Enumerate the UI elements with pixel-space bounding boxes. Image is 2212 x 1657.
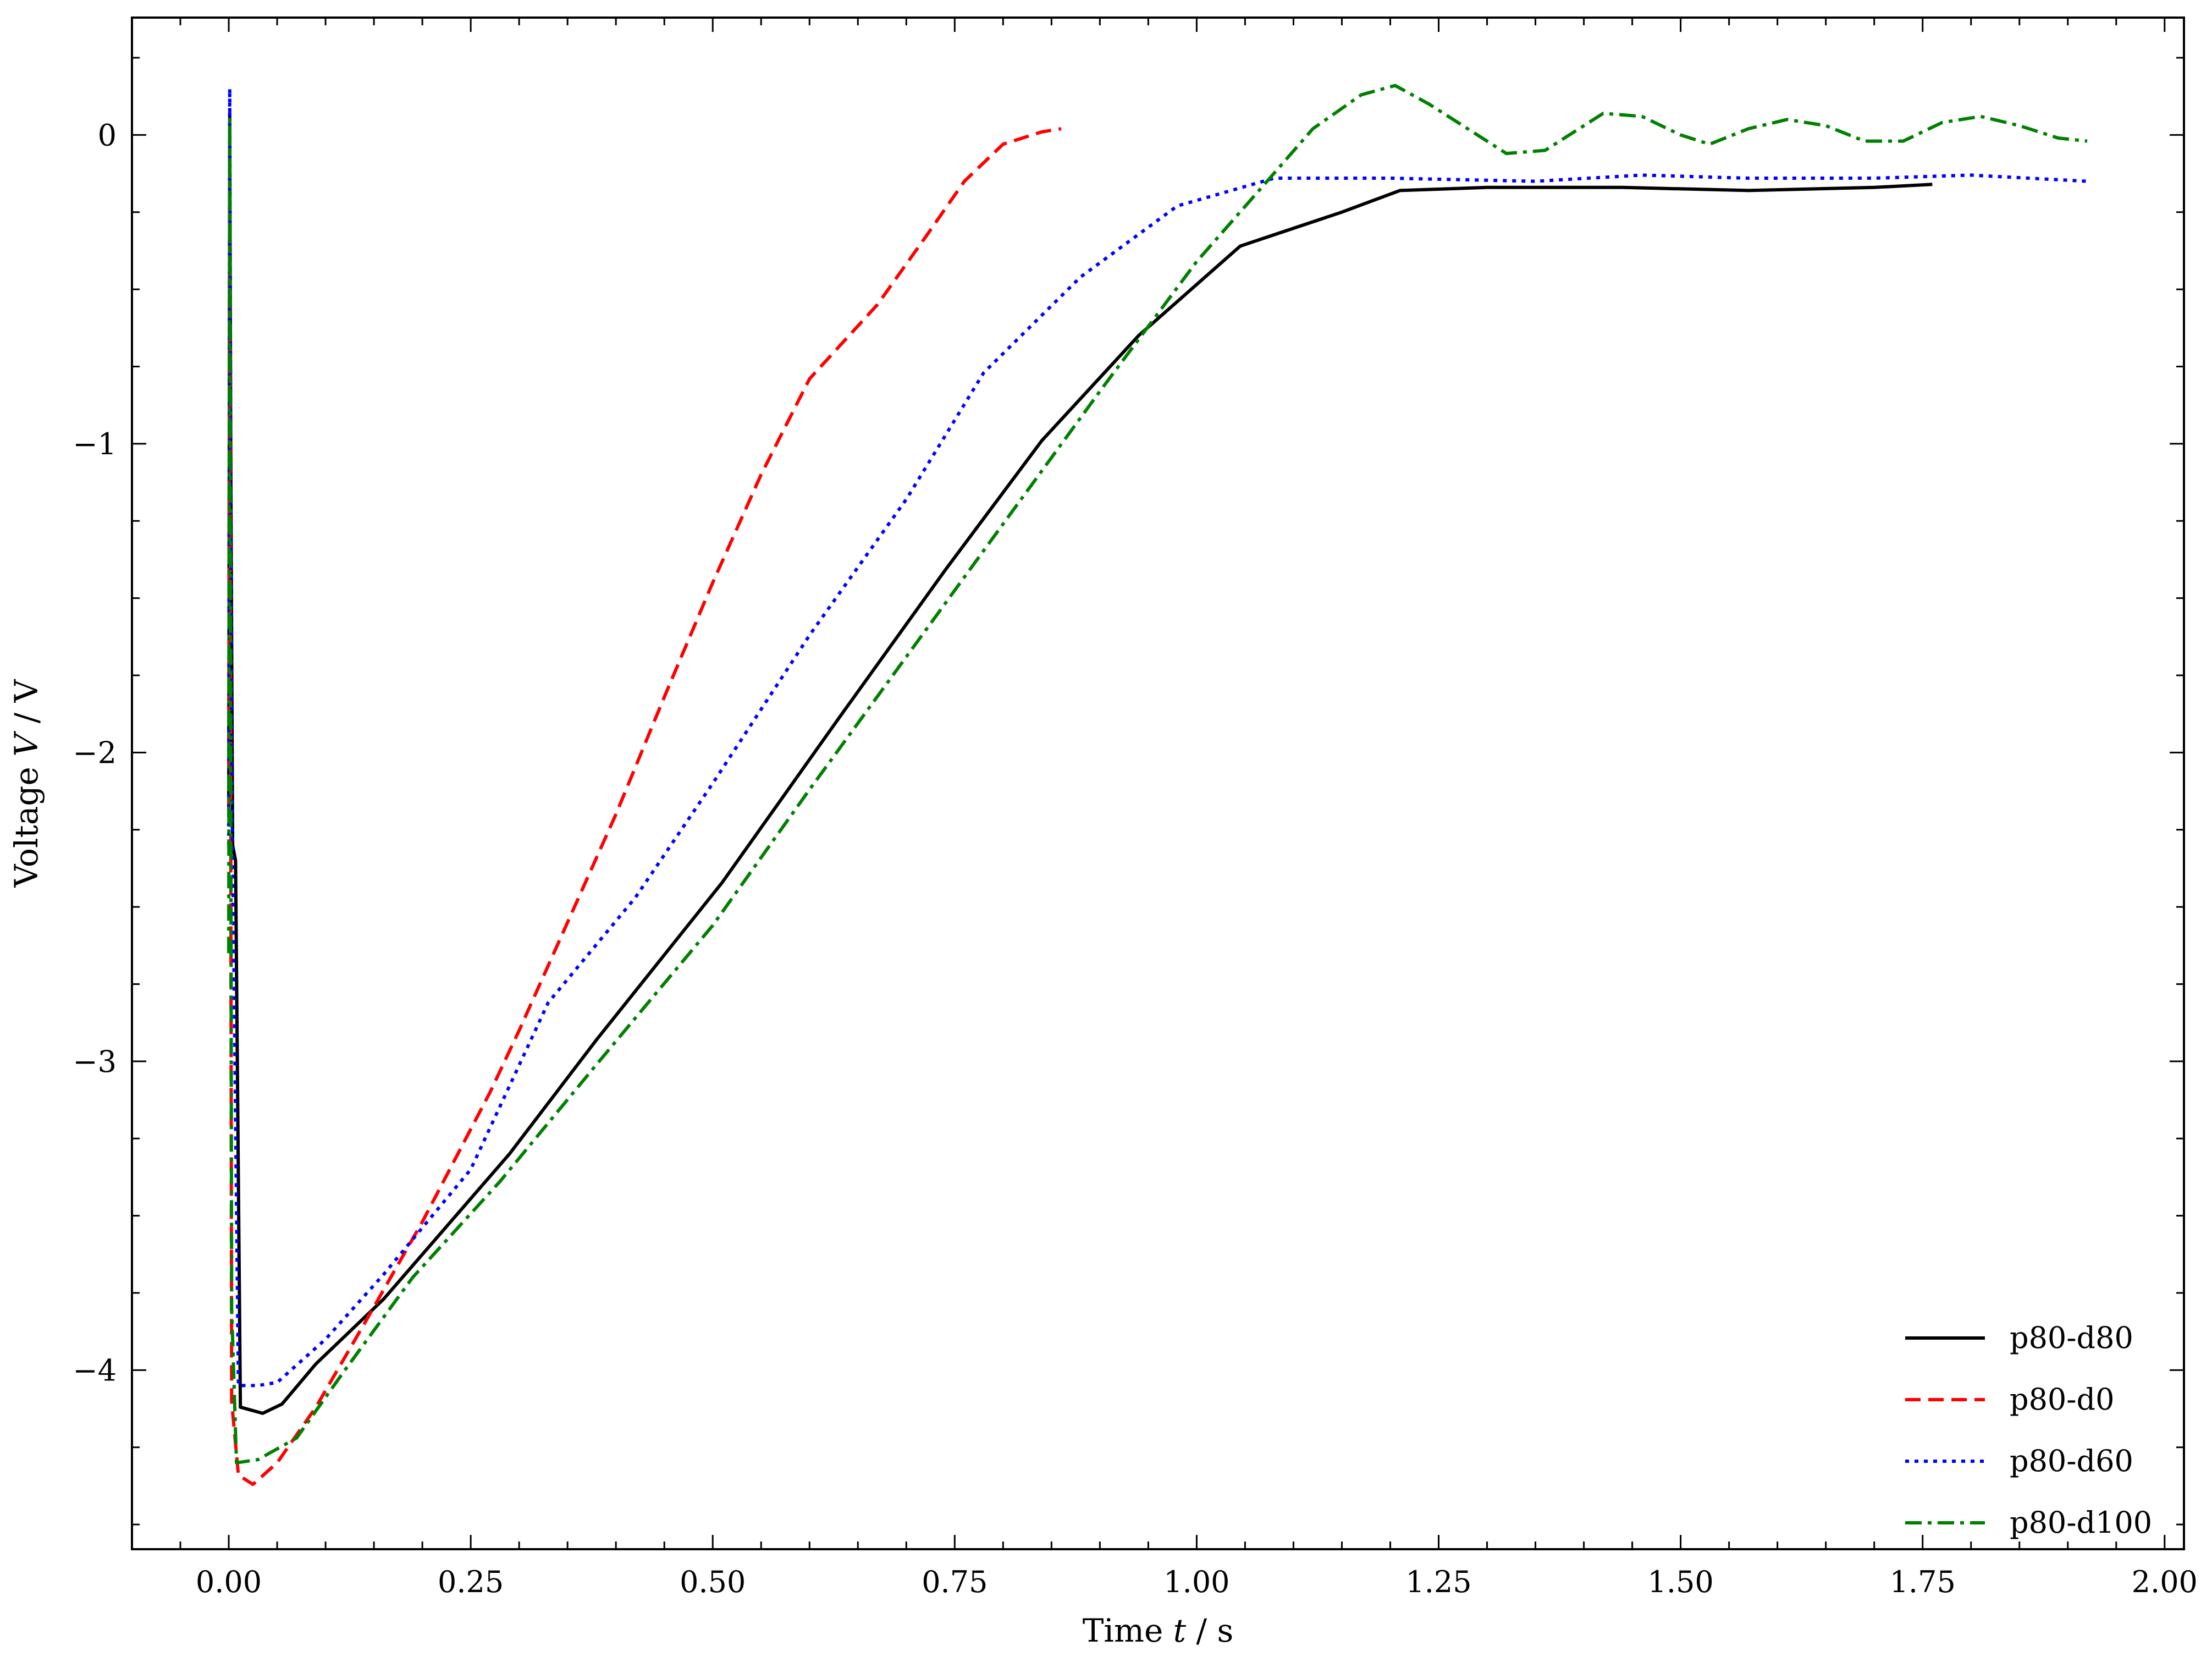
legend-label: p80-d0 xyxy=(2010,1382,2114,1417)
series-line-p80-d80 xyxy=(227,112,1933,1415)
legend-label: p80-d100 xyxy=(2010,1505,2152,1540)
series-line-p80-d0 xyxy=(227,127,1062,1487)
tick-layer: 0.00 0.25 0.50 0.75 1.00 1.25 1.50 1.75 2.00 0 −1 −… xyxy=(73,18,2198,1599)
x-tick-label: 1.25 xyxy=(1405,1565,1471,1599)
y-tick-label: −2 xyxy=(73,735,117,770)
plot-frame xyxy=(131,16,2185,1550)
legend-label: p80-d60 xyxy=(2010,1444,2133,1478)
y-tick-label: 0 xyxy=(98,118,117,152)
x-tick-label: 0.25 xyxy=(438,1565,504,1599)
x-tick-label: 0.50 xyxy=(680,1565,746,1599)
legend: p80-d80 p80-d0 p80-d60 p80-d100 xyxy=(1905,1320,2152,1540)
x-tick-label: 1.75 xyxy=(1890,1565,1956,1599)
series-line-p80-d60 xyxy=(227,87,2088,1388)
legend-label: p80-d80 xyxy=(2010,1320,2133,1355)
x-axis-label: Time t / s xyxy=(1083,1612,1234,1649)
y-tick-label: −1 xyxy=(73,427,117,461)
x-tick-label: 1.50 xyxy=(1647,1565,1713,1599)
x-tick-label: 0.75 xyxy=(922,1565,988,1599)
series-layer xyxy=(227,84,2088,1487)
y-tick-label: −4 xyxy=(73,1353,117,1388)
y-axis-label: Voltage V / V xyxy=(8,679,45,888)
x-tick-label: 1.00 xyxy=(1163,1565,1229,1599)
y-tick-label: −3 xyxy=(73,1044,117,1079)
x-tick-label: 2.00 xyxy=(2132,1565,2198,1599)
x-tick-label: 0.00 xyxy=(196,1565,262,1599)
series-line-p80-d100 xyxy=(227,84,2088,1465)
